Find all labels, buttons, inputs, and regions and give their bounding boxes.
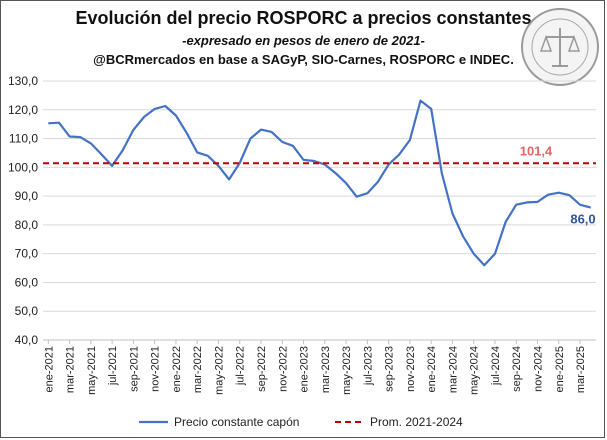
- x-tick-label: may-2024: [469, 346, 481, 395]
- y-tick-label: 110,0: [9, 132, 38, 146]
- bolsa-comercio-seal-logo: [521, 8, 599, 86]
- x-tick-label: ene-2024: [426, 346, 438, 393]
- x-tick-label: may-2023: [341, 346, 353, 395]
- x-tick-label: jul-2021: [107, 346, 119, 386]
- x-tick-label: ene-2021: [43, 346, 55, 393]
- x-tick-label: jul-2023: [362, 346, 374, 386]
- x-tick-label: mar-2021: [65, 346, 77, 393]
- y-tick-label: 50,0: [15, 304, 39, 318]
- y-tick-label: 120,0: [8, 103, 38, 117]
- x-tick-label: mar-2025: [575, 346, 587, 393]
- y-tick-label: 130,0: [8, 74, 38, 88]
- x-tick-label: sep-2024: [511, 346, 523, 392]
- x-tick-label: sep-2023: [384, 346, 396, 392]
- x-tick-label: nov-2021: [150, 346, 162, 392]
- x-tick-label: may-2021: [86, 346, 98, 395]
- x-tick-label: sep-2022: [256, 346, 268, 392]
- chart-source: @BCRmercados en base a SAGyP, SIO-Carnes…: [93, 52, 514, 67]
- chart-title: Evolución del precio ROSPORC a precios c…: [75, 8, 532, 28]
- x-tick-label: mar-2023: [320, 346, 332, 393]
- y-tick-label: 100,0: [8, 160, 38, 174]
- y-tick-label: 90,0: [15, 189, 39, 203]
- x-tick-label: mar-2024: [447, 346, 459, 393]
- last-value-label: 86,0: [570, 212, 595, 227]
- y-tick-label: 60,0: [15, 275, 39, 289]
- x-tick-label: mar-2022: [192, 346, 204, 393]
- x-tick-label: nov-2022: [277, 346, 289, 392]
- y-tick-label: 80,0: [15, 218, 39, 232]
- x-tick-label: may-2022: [213, 346, 225, 395]
- x-tick-label: ene-2022: [171, 346, 183, 393]
- average-value-label: 101,4: [520, 143, 553, 158]
- y-tick-label: 40,0: [15, 333, 39, 347]
- x-tick-label: sep-2021: [128, 346, 140, 392]
- legend-label-prom-2021-2024: Prom. 2021-2024: [370, 415, 463, 429]
- series-line-precio-constante-capon: [48, 99, 591, 267]
- x-tick-label: ene-2025: [554, 346, 566, 393]
- x-tick-label: jul-2024: [490, 346, 502, 386]
- x-tick-label: nov-2023: [405, 346, 417, 392]
- chart-subtitle: -expresado en pesos de enero de 2021-: [182, 33, 425, 48]
- x-tick-label: ene-2023: [299, 346, 311, 393]
- legend-label-precio-constante-capon: Precio constante capón: [174, 415, 299, 429]
- y-tick-label: 70,0: [15, 247, 39, 261]
- x-tick-label: nov-2024: [533, 346, 545, 392]
- x-tick-label: jul-2022: [235, 346, 247, 386]
